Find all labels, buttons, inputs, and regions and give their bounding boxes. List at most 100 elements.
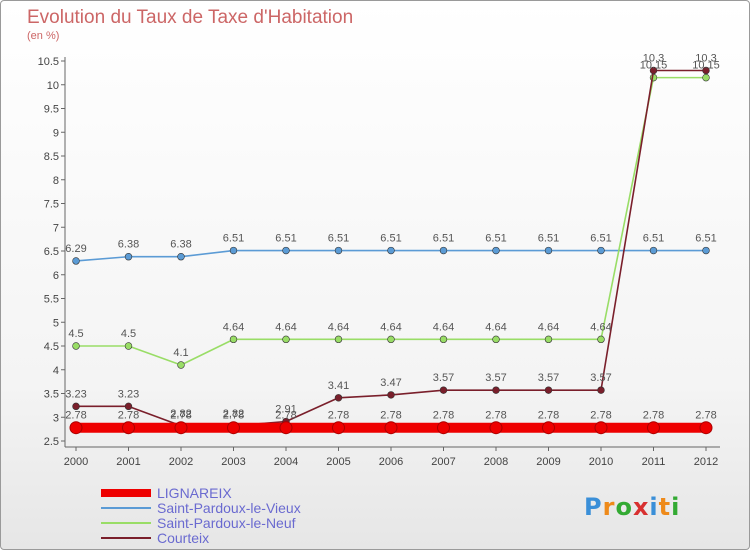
legend-item-saint-pardoux-le-vieux: Saint-Pardoux-le-Vieux <box>101 499 301 516</box>
data-point <box>334 246 343 255</box>
data-label: 4.64 <box>590 321 611 333</box>
data-point <box>124 342 133 350</box>
data-point <box>492 335 500 344</box>
data-label: 2.82 <box>223 408 244 420</box>
data-label: 4.64 <box>328 321 349 333</box>
logo-letter: i <box>671 493 681 521</box>
legend: LIGNAREIX Saint-Pardoux-le-Vieux Saint-P… <box>101 485 301 546</box>
logo-letter: x <box>632 493 650 521</box>
legend-item-saint-pardoux-le-neuf: Saint-Pardoux-le-Neuf <box>101 515 301 531</box>
legend-label: Saint-Pardoux-le-Vieux <box>157 499 301 516</box>
proxiti-logo: Proxiti <box>584 493 680 521</box>
data-point <box>124 402 133 411</box>
y-tick-label: 7 <box>53 222 59 234</box>
data-label: 3.23 <box>65 388 86 400</box>
data-point <box>72 257 80 265</box>
data-label: 3.57 <box>433 372 454 384</box>
data-label: 10.3 <box>643 53 664 65</box>
data-point <box>439 335 448 344</box>
data-point <box>647 421 660 435</box>
data-label: 6.51 <box>328 233 349 245</box>
data-label: 2.78 <box>223 410 244 422</box>
data-label: 2.78 <box>118 410 139 422</box>
data-point <box>282 246 290 255</box>
legend-swatch <box>101 521 151 524</box>
data-point <box>387 391 395 399</box>
y-tick-label: 5 <box>53 317 59 329</box>
logo-letter: i <box>649 493 659 521</box>
logo-letter: P <box>584 493 603 521</box>
data-point <box>122 421 135 435</box>
data-point <box>69 421 83 435</box>
data-label: 6.38 <box>170 239 191 251</box>
data-point <box>702 66 710 75</box>
data-point <box>594 421 608 435</box>
data-point <box>597 246 605 255</box>
data-label: 2.78 <box>380 410 401 422</box>
legend-swatch <box>101 506 151 509</box>
y-tick-label: 9 <box>53 127 59 139</box>
logo-letter: o <box>615 493 633 521</box>
data-label: 6.51 <box>380 233 401 245</box>
data-label: 4.64 <box>223 321 244 333</box>
data-label: 6.51 <box>538 233 559 245</box>
y-tick-label: 4.5 <box>44 341 59 353</box>
legend-item-lignareix: LIGNAREIX <box>101 485 301 501</box>
data-label: 6.51 <box>275 233 296 245</box>
data-point <box>229 335 238 344</box>
data-point <box>174 421 188 435</box>
data-label: 4.1 <box>173 347 188 359</box>
data-point <box>649 66 658 75</box>
data-label: 4.64 <box>433 321 454 333</box>
data-label: 2.78 <box>695 410 716 422</box>
chart-title: Evolution du Taux de Taxe d'Habitation <box>27 7 354 28</box>
data-label: 3.47 <box>380 377 401 389</box>
data-point <box>544 246 553 255</box>
y-tick-label: 5.5 <box>44 294 59 306</box>
data-point <box>177 361 185 369</box>
data-point <box>124 253 133 261</box>
data-point <box>282 335 290 344</box>
y-tick-label: 10 <box>47 80 59 92</box>
data-point <box>334 335 343 344</box>
data-label: 10.3 <box>695 53 716 65</box>
data-label: 6.51 <box>695 233 716 245</box>
data-label: 2.78 <box>275 410 296 422</box>
data-label: 2.78 <box>170 410 191 422</box>
legend-swatch <box>101 488 151 497</box>
data-point <box>702 73 710 82</box>
y-tick-label: 6.5 <box>44 246 59 258</box>
y-tick-label: 10.5 <box>38 56 59 68</box>
data-point <box>597 386 605 394</box>
data-label: 4.64 <box>485 321 506 333</box>
legend-label: Courteix <box>157 529 210 546</box>
data-point <box>492 246 500 255</box>
data-point <box>332 421 345 435</box>
data-point <box>544 386 553 394</box>
data-label: 4.64 <box>380 321 401 333</box>
data-label: 3.41 <box>328 380 349 392</box>
data-label: 3.57 <box>590 372 611 384</box>
x-tick-label: 2004 <box>274 456 298 468</box>
data-label: 10.15 <box>640 60 668 72</box>
data-point <box>334 394 343 402</box>
y-tick-label: 7.5 <box>44 199 59 211</box>
data-label: 6.38 <box>118 239 139 251</box>
x-tick-label: 2009 <box>536 456 560 468</box>
data-point <box>227 421 240 435</box>
x-tick-label: 2010 <box>589 456 613 468</box>
x-tick-label: 2000 <box>64 456 88 468</box>
data-label: 2.78 <box>65 410 86 422</box>
data-point <box>437 421 450 435</box>
data-label: 10.15 <box>692 60 720 72</box>
data-label: 2.78 <box>485 410 506 422</box>
data-label: 4.64 <box>538 321 559 333</box>
data-label: 2.78 <box>328 410 349 422</box>
y-tick-label: 8.5 <box>44 151 59 163</box>
data-point <box>229 246 238 255</box>
x-tick-label: 2003 <box>221 456 245 468</box>
data-point <box>387 335 395 344</box>
data-label: 2.78 <box>643 410 664 422</box>
data-label: 3.57 <box>485 372 506 384</box>
data-point <box>439 246 448 255</box>
